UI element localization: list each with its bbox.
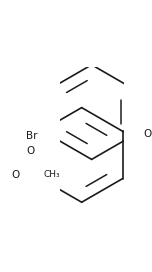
Text: O: O [27,146,35,156]
Text: CH₃: CH₃ [43,170,60,179]
Text: O: O [143,128,151,138]
Text: Br: Br [26,131,38,141]
Text: O: O [12,170,20,180]
